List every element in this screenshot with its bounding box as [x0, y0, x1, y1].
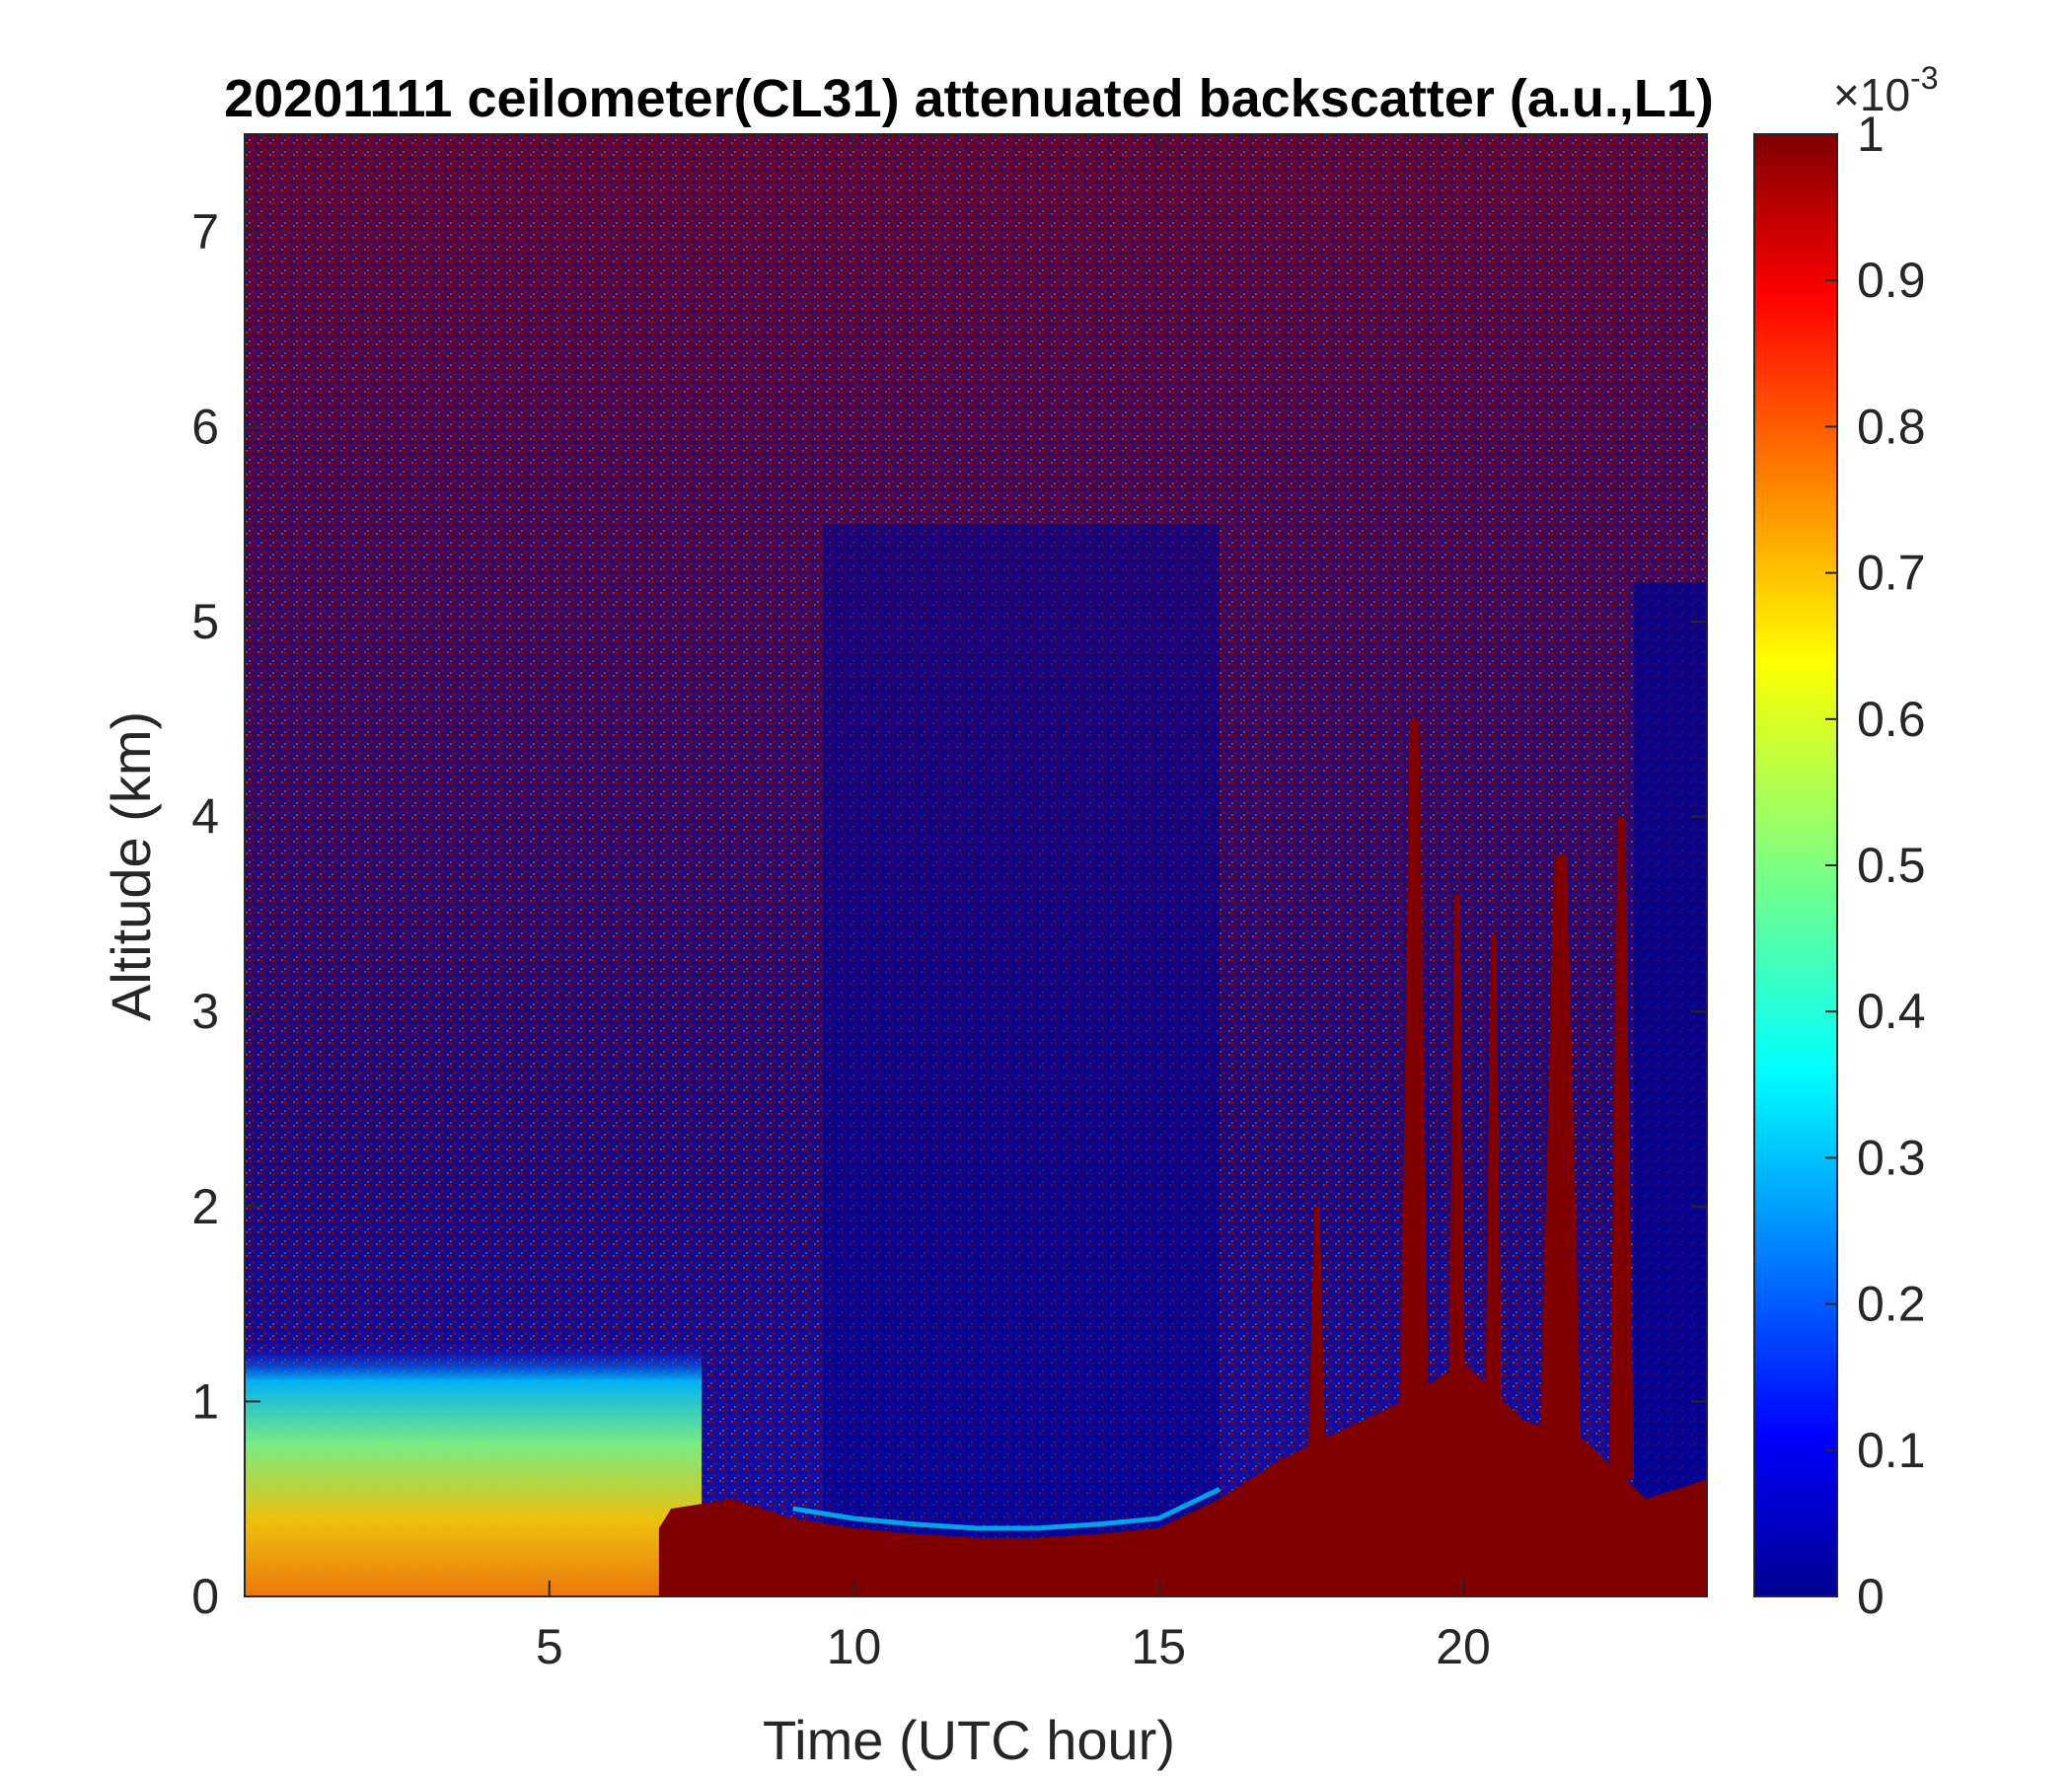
colorbar-tick-label: 0.6: [1857, 692, 1926, 747]
y-tick-label: 1: [191, 1373, 219, 1429]
colorbar-tick-label: 0.2: [1857, 1277, 1926, 1332]
heatmap-column: [1484, 933, 1504, 1480]
x-tick-label: 20: [1436, 1619, 1491, 1674]
heatmap-column: [1307, 1206, 1327, 1480]
heatmap-column: [1399, 718, 1431, 1480]
colorbar-gradient: [1754, 134, 1837, 1596]
heatmap-clear-region: [823, 524, 1220, 1538]
colorbar-tick-label: 0: [1857, 1569, 1885, 1624]
heatmap-column: [1539, 855, 1583, 1480]
y-tick-label: 3: [191, 984, 219, 1039]
x-tick-label: 5: [536, 1619, 563, 1674]
y-tick-label: 7: [191, 204, 219, 259]
x-tick-label: 15: [1131, 1619, 1186, 1674]
y-tick-label: 0: [191, 1569, 219, 1624]
heatmap-clip-group: [245, 134, 1707, 1596]
x-axis-label: Time (UTC hour): [763, 1709, 1175, 1771]
colorbar-tick-label: 0.5: [1857, 838, 1926, 893]
colorbar-tick-label: 0.1: [1857, 1423, 1926, 1478]
colorbar-tick-label: 0.3: [1857, 1130, 1926, 1185]
colorbar-tick-label: 1: [1857, 107, 1885, 162]
heatmap-column: [1447, 894, 1467, 1480]
heatmap-boundary-layer: [658, 1362, 1707, 1596]
y-tick-label: 4: [191, 789, 219, 845]
y-tick-label: 6: [191, 399, 219, 454]
plot-frame: [244, 133, 1708, 1597]
y-tick-label: 2: [191, 1179, 219, 1234]
colorbar-tick-label: 0.8: [1857, 399, 1926, 454]
y-axis-label: Altitude (km): [100, 711, 162, 1021]
colorbar-exponent: -3: [1910, 60, 1938, 96]
heatmap-area: [244, 133, 1708, 1597]
colorbar-tick-label: 0.4: [1857, 984, 1926, 1039]
colorbar: 0 0.1 0.2 0.3 0.4 0.5 0.6 0.7 0.8 0.9 1×10-3: [1753, 60, 1938, 1624]
colorbar-exponent-label: ×10-3: [1833, 60, 1938, 120]
heatmap-clear-region-late: [1633, 582, 1707, 1538]
chart-title: 20201111 ceilometer(CL31) attenuated bac…: [224, 69, 1714, 128]
colorbar-tick-label: 0.7: [1857, 546, 1926, 601]
heatmap-aerosol-layer: [245, 1343, 703, 1596]
heatmap-column: [1609, 816, 1634, 1480]
axes: 5 10 15 20 0 1 2 3 4 5 6 7: [191, 134, 1707, 1674]
y-tick-label: 5: [191, 594, 219, 649]
heatmap-layer-edge: [792, 1487, 1221, 1531]
x-tick-label: 10: [827, 1619, 882, 1674]
colorbar-tick-label: 0.9: [1857, 253, 1926, 308]
